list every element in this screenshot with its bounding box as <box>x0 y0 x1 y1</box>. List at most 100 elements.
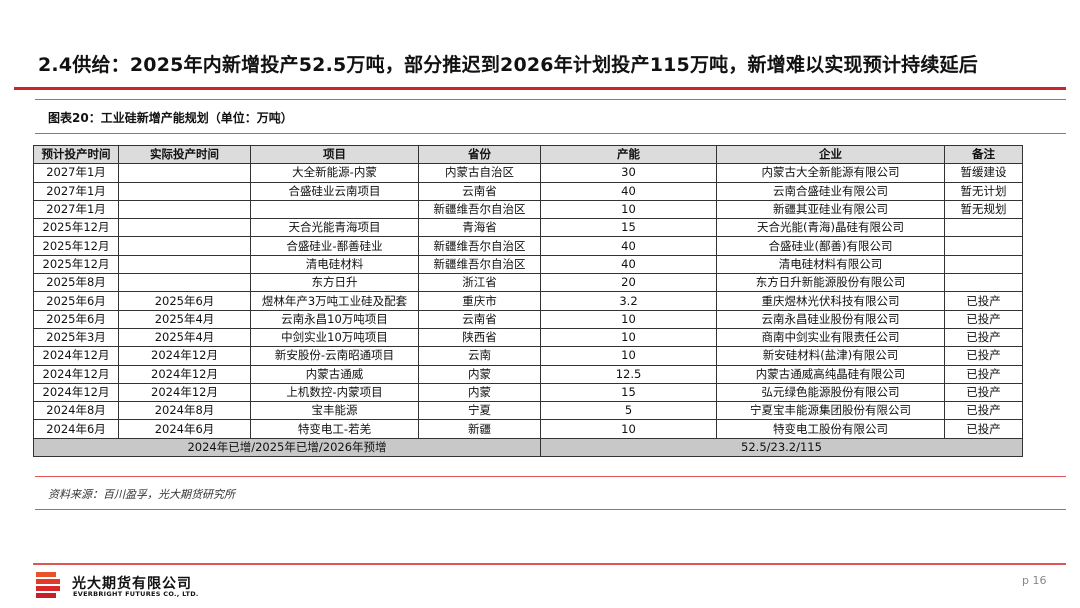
table-cell: 中剑实业10万吨项目 <box>250 327 419 348</box>
table-cell: 重庆市 <box>418 291 541 311</box>
table-cell: 东方日升 <box>250 273 419 293</box>
table-cell: 20 <box>540 273 717 293</box>
table-cell: 内蒙古通威 <box>250 364 419 384</box>
table-cell: 清电硅材料 <box>250 254 419 275</box>
caption-top-divider <box>35 99 1066 100</box>
table-cell: 10 <box>540 327 717 348</box>
table-row: 2025年8月 东方日升 浙江省 20 东方日升新能源股份有限公司 <box>33 273 1023 293</box>
table-cell: 天合光能青海项目 <box>250 218 419 238</box>
table-cell: 已投产 <box>944 364 1023 384</box>
table-cell: 5 <box>540 401 717 421</box>
table-cell: 2027年1月 <box>33 199 119 220</box>
table-row: 2025年12月 合盛硅业-鄯善硅业 新疆维吾尔自治区 40 合盛硅业(鄯善)有限公司 <box>33 236 1023 256</box>
column-header: 预计投产时间 <box>33 144 119 165</box>
table-cell: 2025年12月 <box>33 254 119 275</box>
total-value: 52.5/23.2/115 <box>540 437 1023 458</box>
table-cell: 2027年1月 <box>33 181 119 201</box>
table-cell: 上机数控-内蒙项目 <box>250 382 419 403</box>
table-cell <box>118 181 251 201</box>
table-cell <box>944 273 1023 293</box>
table-cell <box>118 273 251 293</box>
column-header: 项目 <box>250 144 419 165</box>
table-row: 2024年12月 2024年12月 新安股份-云南昭通项目 云南 10 新安硅材料(盐津)… <box>33 346 1023 366</box>
table-cell: 云南 <box>418 346 541 366</box>
table-cell: 2025年12月 <box>33 218 119 238</box>
table-cell: 暂缓建设 <box>944 163 1023 183</box>
page-number: p 16 <box>1022 574 1047 587</box>
table-cell: 暂无规划 <box>944 199 1023 220</box>
slide-title: 2.4供给：2025年内新增投产52.5万吨，部分推迟到2026年计划投产115… <box>38 54 978 76</box>
table-cell: 10 <box>540 309 717 329</box>
table-cell <box>944 254 1023 275</box>
table-cell: 40 <box>540 181 717 201</box>
table-cell: 已投产 <box>944 419 1023 439</box>
table-cell: 大全新能源-内蒙 <box>250 163 419 183</box>
table-cell: 2024年8月 <box>118 401 251 421</box>
table-cell: 15 <box>540 218 717 238</box>
table-cell <box>118 254 251 275</box>
table-cell: 云南合盛硅业有限公司 <box>716 181 945 201</box>
column-header: 实际投产时间 <box>118 144 251 165</box>
table-cell: 云南省 <box>418 181 541 201</box>
table-cell: 清电硅材料有限公司 <box>716 254 945 275</box>
table-cell: 30 <box>540 163 717 183</box>
table-cell: 新疆 <box>418 419 541 439</box>
table-cell: 2024年6月 <box>33 419 119 439</box>
table-cell: 合盛硅业-鄯善硅业 <box>250 236 419 256</box>
table-cell: 2024年12月 <box>118 346 251 366</box>
table-cell: 弘元绿色能源股份有限公司 <box>716 382 945 403</box>
column-header: 备注 <box>944 144 1023 165</box>
table-cell: 特变电工股份有限公司 <box>716 419 945 439</box>
table-cell: 浙江省 <box>418 273 541 293</box>
table-cell: 已投产 <box>944 401 1023 421</box>
table-cell: 2027年1月 <box>33 163 119 183</box>
table-cell: 已投产 <box>944 382 1023 403</box>
table-cell: 商南中剑实业有限责任公司 <box>716 327 945 348</box>
column-header: 企业 <box>716 144 945 165</box>
capacity-table: 预计投产时间 实际投产时间 项目 省份 产能 企业 备注 2027年1月 大全新能源-内蒙 内蒙… <box>33 144 1023 458</box>
table-cell: 2024年8月 <box>33 401 119 421</box>
table-cell: 煜林年产3万吨工业硅及配套 <box>250 291 419 311</box>
table-cell: 2024年12月 <box>33 346 119 366</box>
table-cell <box>118 199 251 220</box>
table-row: 2025年6月 2025年4月 云南永昌10万吨项目 云南省 10 云南永昌硅业股份有限公… <box>33 309 1023 329</box>
table-cell: 2025年12月 <box>33 236 119 256</box>
column-header: 产能 <box>540 144 717 165</box>
table-cell: 新安股份-云南昭通项目 <box>250 346 419 366</box>
table-row: 2024年6月 2024年6月 特变电工-若羌 新疆 10 特变电工股份有限公司 已投产 <box>33 419 1023 439</box>
table-row: 2024年12月 2024年12月 内蒙古通威 内蒙 12.5 内蒙古通威高纯晶硅有限公司… <box>33 364 1023 384</box>
title-divider <box>14 87 1066 90</box>
table-cell: 内蒙古大全新能源有限公司 <box>716 163 945 183</box>
source-bottom-divider <box>35 509 1066 510</box>
table-cell: 合盛硅业云南项目 <box>250 181 419 201</box>
total-row: 2024年已增/2025年已增/2026年预增 52.5/23.2/115 <box>33 437 1023 458</box>
table-cell: 2025年6月 <box>118 291 251 311</box>
table-cell: 已投产 <box>944 327 1023 348</box>
table-cell: 宝丰能源 <box>250 401 419 421</box>
table-cell: 新疆维吾尔自治区 <box>418 236 541 256</box>
logo-text-cn: 光大期货有限公司 <box>72 576 192 592</box>
source-top-divider <box>35 476 1066 477</box>
table-cell: 已投产 <box>944 309 1023 329</box>
table-row: 2025年3月 2025年4月 中剑实业10万吨项目 陕西省 10 商南中剑实业有限责任公… <box>33 327 1023 348</box>
table-cell: 新安硅材料(盐津)有限公司 <box>716 346 945 366</box>
table-cell: 2025年8月 <box>33 273 119 293</box>
table-cell: 合盛硅业(鄯善)有限公司 <box>716 236 945 256</box>
table-cell: 陕西省 <box>418 327 541 348</box>
table-cell: 云南永昌10万吨项目 <box>250 309 419 329</box>
table-cell: 15 <box>540 382 717 403</box>
table-cell <box>250 199 419 220</box>
table-cell: 40 <box>540 254 717 275</box>
table-cell: 宁夏 <box>418 401 541 421</box>
table-row: 2025年6月 2025年6月 煜林年产3万吨工业硅及配套 重庆市 3.2 重庆煜林光伏科… <box>33 291 1023 311</box>
table-cell: 2025年4月 <box>118 327 251 348</box>
table-cell: 3.2 <box>540 291 717 311</box>
table-caption: 图表20：工业硅新增产能规划（单位：万吨） <box>48 111 293 125</box>
logo-text-en: EVERBRIGHT FUTURES CO., LTD. <box>73 590 199 598</box>
table-cell <box>944 236 1023 256</box>
table-cell: 2025年6月 <box>33 309 119 329</box>
table-cell <box>118 236 251 256</box>
table-cell: 2024年12月 <box>33 364 119 384</box>
table-cell <box>118 218 251 238</box>
table-cell: 10 <box>540 346 717 366</box>
